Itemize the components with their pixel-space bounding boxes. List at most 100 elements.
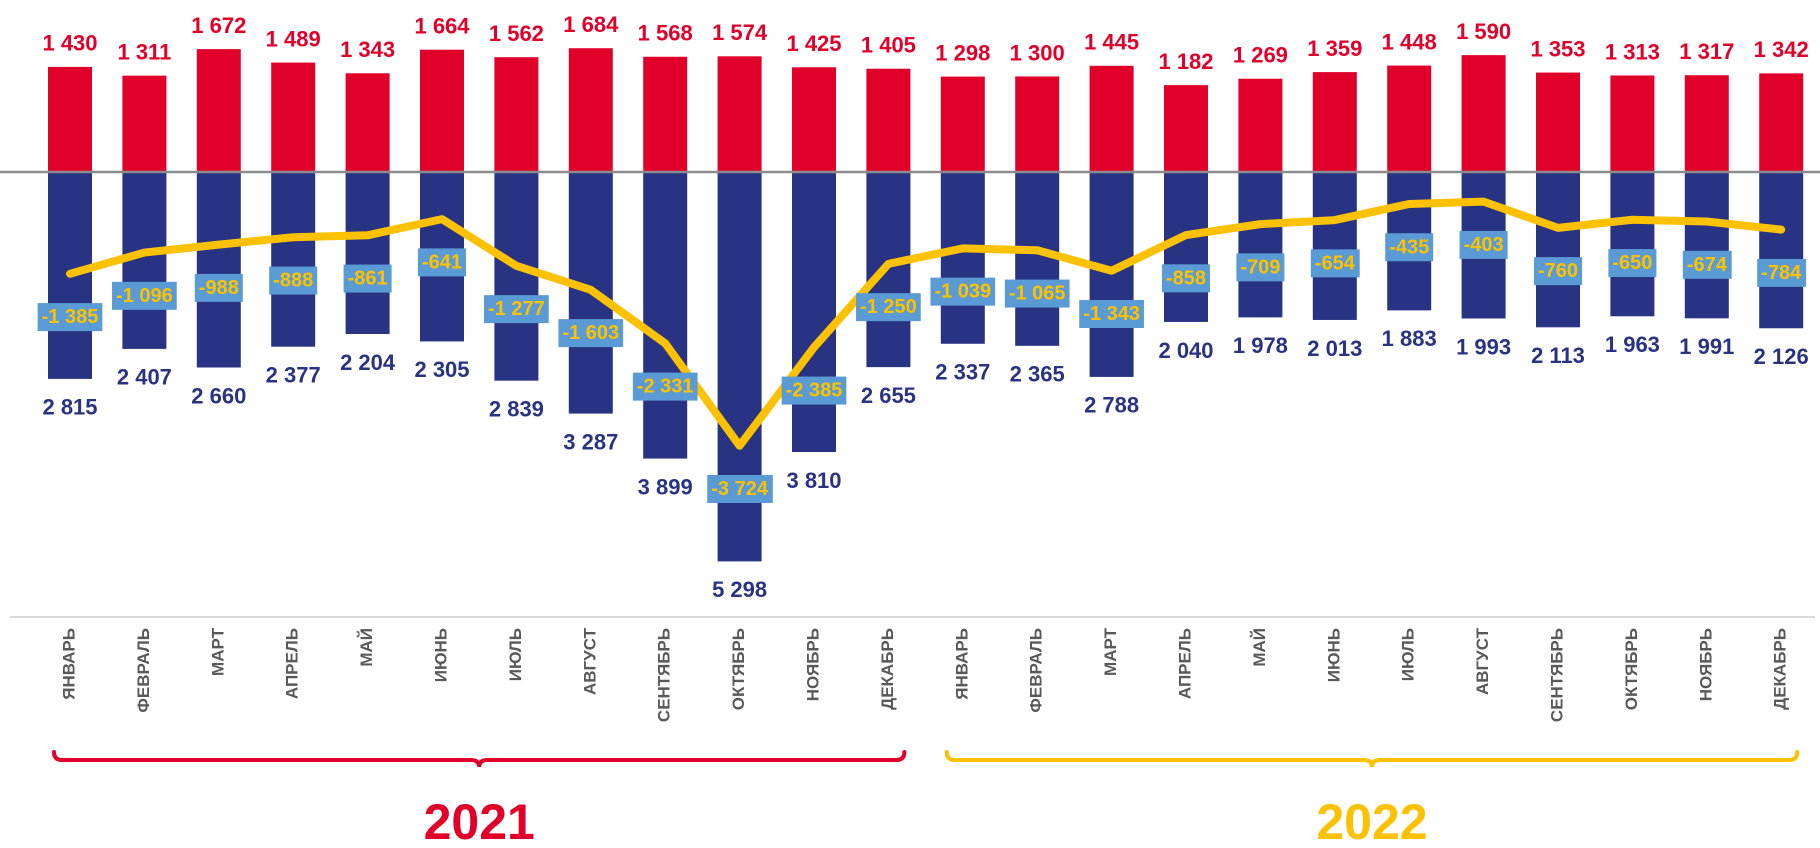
bar [717, 56, 762, 172]
data-label-box [558, 319, 624, 348]
data-label: 2 040 [1158, 338, 1213, 363]
data-label: 1 317 [1679, 39, 1734, 64]
x-tick-label: АВГУСТ [1473, 627, 1492, 695]
x-tick-label: МАРТ [208, 627, 227, 676]
x-tick-label: АПРЕЛЬ [1175, 628, 1194, 699]
data-label: 1 425 [786, 31, 841, 56]
data-label-box [1161, 264, 1211, 293]
data-label: -2 331 [637, 376, 694, 398]
data-label: 1 993 [1456, 334, 1511, 359]
data-label-box [1533, 257, 1583, 286]
data-label: -2 385 [786, 380, 843, 402]
x-tick-label: ОКТЯБРЬ [1622, 628, 1641, 710]
data-label-box [37, 303, 103, 332]
data-label: 1 311 [117, 39, 171, 64]
data-label-box [781, 376, 847, 405]
data-label: -784 [1761, 262, 1802, 284]
bar [1387, 65, 1432, 172]
data-label-box [1236, 253, 1285, 282]
bar [1759, 172, 1804, 329]
data-label: -861 [348, 268, 388, 290]
bar [643, 56, 688, 172]
data-label-box [484, 295, 549, 324]
data-label-box [1682, 250, 1732, 279]
data-label: 3 810 [786, 468, 841, 493]
bar [494, 172, 539, 381]
bar [1610, 75, 1655, 172]
bar [48, 66, 92, 172]
x-tick-label: ОКТЯБРЬ [729, 628, 748, 710]
data-label: 1 568 [638, 21, 693, 46]
bar [866, 68, 911, 172]
bar [271, 172, 316, 347]
bar [196, 49, 241, 172]
data-label-box [343, 264, 392, 293]
data-label: 2 305 [414, 357, 469, 382]
x-tick-label: СЕНТЯБРЬ [1547, 628, 1566, 722]
bar [1015, 76, 1060, 172]
data-label: -1 277 [488, 298, 545, 320]
data-label: 2 377 [266, 363, 321, 388]
x-tick-label: ДЕКАБРЬ [878, 628, 897, 710]
data-label-box [856, 293, 921, 322]
data-label: 2 407 [117, 365, 172, 390]
data-label: 2 815 [42, 395, 97, 420]
data-label: -1 603 [562, 322, 619, 344]
data-label: 2 337 [935, 360, 990, 385]
data-label-box [417, 248, 467, 277]
data-label: 1 489 [266, 26, 321, 51]
x-tick-label: ЯНВАРЬ [952, 628, 971, 700]
data-label: -1 096 [116, 285, 173, 307]
x-tick-label: СЕНТЯБРЬ [655, 628, 674, 722]
bar [1164, 85, 1208, 172]
data-label: 2 839 [489, 396, 544, 421]
data-label-box [1079, 299, 1144, 328]
data-label: -988 [199, 277, 239, 299]
data-label: -674 [1687, 254, 1728, 276]
data-label: -1 385 [42, 306, 99, 328]
bar [1015, 172, 1060, 346]
group-label: 2022 [1316, 794, 1427, 848]
data-label: 1 269 [1233, 43, 1288, 68]
bar [122, 75, 167, 172]
bar [1089, 65, 1134, 172]
data-label: 1 445 [1084, 30, 1139, 55]
data-label: 1 359 [1307, 36, 1362, 61]
data-label: -1 065 [1009, 283, 1066, 305]
group-brace [52, 750, 907, 768]
bar [1312, 72, 1357, 172]
data-label: 1 313 [1605, 39, 1660, 64]
bar [568, 48, 613, 173]
bar [1536, 72, 1580, 172]
data-label: 1 684 [563, 12, 619, 37]
data-label: 1 405 [861, 33, 916, 58]
bar [1164, 172, 1208, 322]
data-label: -641 [422, 251, 462, 273]
data-label: -709 [1240, 256, 1280, 278]
x-tick-label: НОЯБРЬ [803, 628, 822, 701]
data-label: -858 [1166, 267, 1206, 289]
data-label: 1 448 [1382, 29, 1437, 54]
data-label-box [194, 273, 243, 302]
data-label: 3 899 [638, 474, 693, 499]
data-label: 1 672 [191, 13, 246, 38]
bar [1759, 73, 1804, 172]
data-label-box [632, 372, 698, 401]
data-label: 1 342 [1754, 37, 1809, 62]
data-label: 2 788 [1084, 393, 1139, 418]
data-label-box [112, 281, 177, 310]
data-label: 2 126 [1754, 344, 1809, 369]
bar [271, 62, 316, 172]
bar [792, 172, 836, 453]
data-label: -3 724 [711, 478, 769, 500]
bar [1461, 55, 1506, 173]
bar [1684, 172, 1729, 319]
x-tick-label: ФЕВРАЛЬ [134, 628, 153, 713]
x-tick-label: ДЕКАБРЬ [1771, 628, 1790, 710]
group-label: 2021 [424, 794, 535, 848]
data-label-box [1608, 249, 1657, 278]
x-tick-label: МАРТ [1101, 627, 1120, 676]
data-label-box [1310, 249, 1360, 278]
x-tick-label: МАЙ [1250, 628, 1269, 667]
